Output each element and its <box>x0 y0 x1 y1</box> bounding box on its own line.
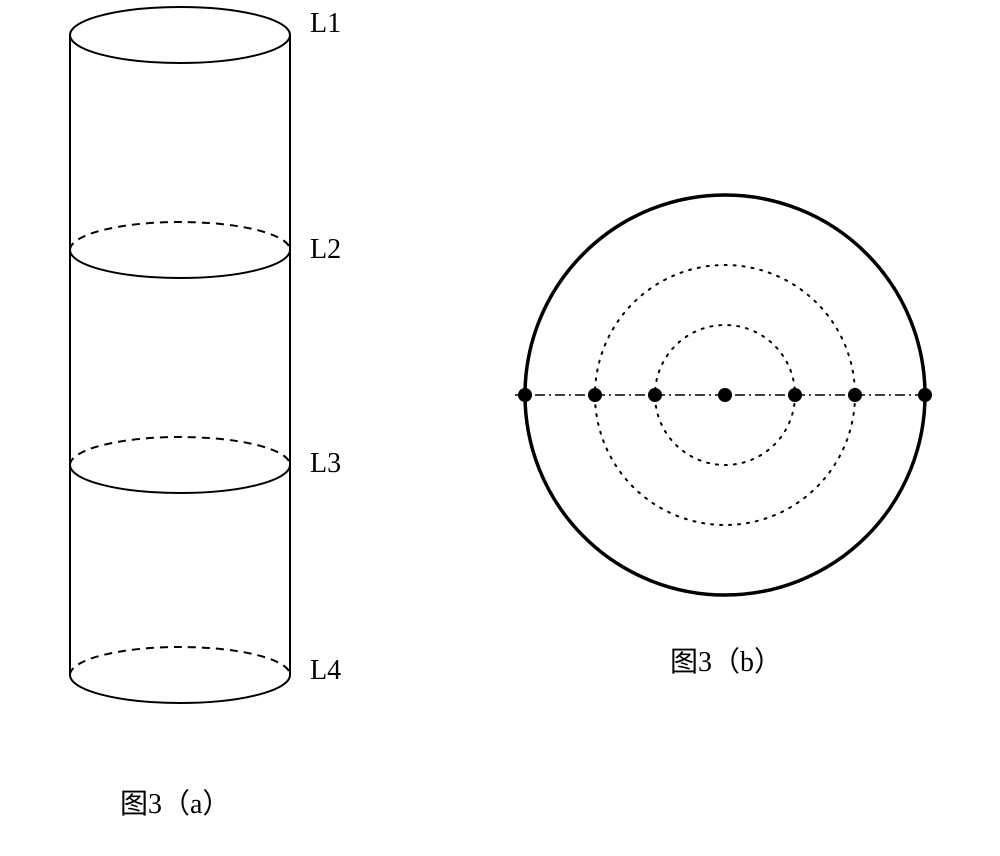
dot-3 <box>648 388 662 402</box>
circle-wrapper <box>510 180 940 615</box>
dot-1 <box>518 388 532 402</box>
cylinder-l2-front <box>70 250 290 278</box>
cylinder-l3-front <box>70 465 290 493</box>
label-l3: L3 <box>310 448 341 480</box>
cylinder-l2-back <box>70 222 290 250</box>
dot-4 <box>718 388 732 402</box>
circle-svg <box>510 180 940 610</box>
cylinder-bottom-back <box>70 647 290 675</box>
dot-7 <box>918 388 932 402</box>
cylinder-top-ellipse <box>70 7 290 63</box>
label-l4: L4 <box>310 655 341 687</box>
dot-5 <box>788 388 802 402</box>
dot-2 <box>588 388 602 402</box>
cylinder-bottom-front <box>70 675 290 703</box>
diagram-container: L1 L2 L3 L4 图3（a） 图3（b） <box>0 0 1000 856</box>
label-l2: L2 <box>310 234 341 266</box>
label-l1: L1 <box>310 8 341 40</box>
dot-6 <box>848 388 862 402</box>
caption-b: 图3（b） <box>670 640 782 680</box>
cylinder-svg <box>60 5 300 705</box>
caption-a: 图3（a） <box>120 782 230 822</box>
cylinder-l3-back <box>70 437 290 465</box>
cylinder-wrapper <box>60 5 300 705</box>
